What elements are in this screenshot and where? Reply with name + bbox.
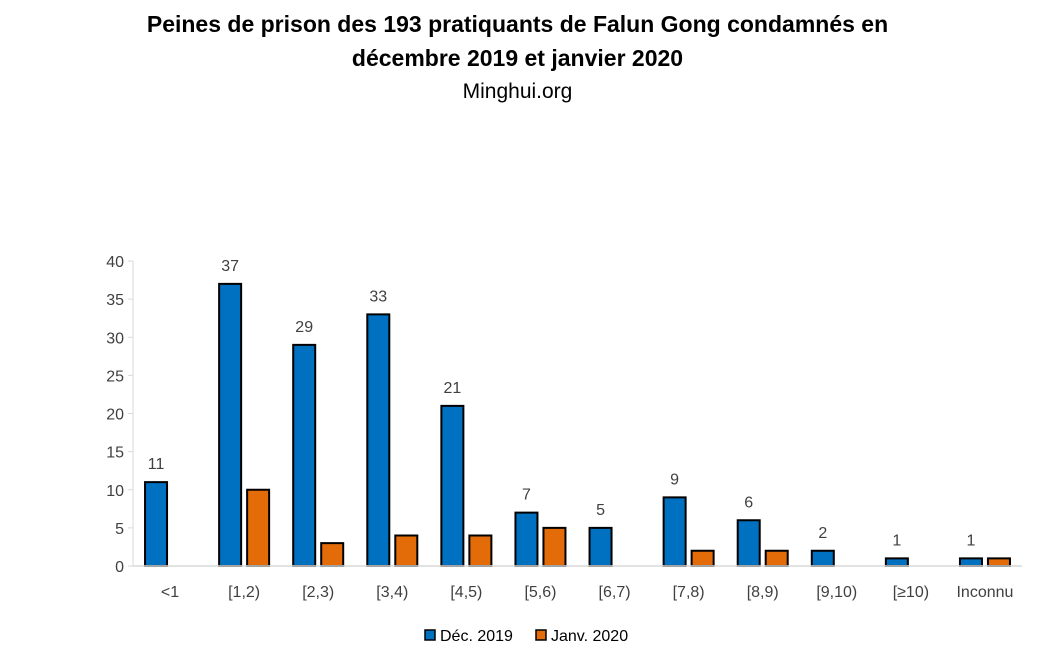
bar-dec-2019: [736, 519, 761, 567]
data-label: 33: [369, 288, 387, 305]
y-tick-label: 20: [106, 407, 124, 424]
bar-janv-2020: [542, 526, 567, 567]
x-tick-label: [2,3): [302, 584, 334, 601]
data-label: 1: [892, 532, 901, 549]
data-label: 37: [221, 258, 239, 275]
x-tick-label: [1,2): [228, 584, 260, 601]
data-label: 1: [967, 532, 976, 549]
y-tick-label: 35: [106, 292, 124, 309]
bar-janv-2020: [320, 542, 345, 567]
bar-dec-2019: [958, 557, 983, 567]
legend-swatch: [535, 629, 547, 641]
data-label: 6: [744, 494, 753, 511]
x-tick-label: [9,10): [816, 584, 857, 601]
bar-janv-2020: [986, 557, 1011, 567]
bar-dec-2019: [366, 313, 391, 567]
x-tick-label: [8,9): [747, 584, 779, 601]
bar-janv-2020: [468, 534, 493, 567]
x-tick-label: [6,7): [599, 584, 631, 601]
chart-title-line2: décembre 2019 et janvier 2020: [351, 45, 684, 71]
bar-dec-2019: [810, 549, 835, 567]
x-tick-label: <1: [161, 584, 179, 601]
y-tick-label: 0: [115, 559, 124, 576]
data-label: 5: [596, 502, 605, 519]
data-label: 11: [148, 456, 165, 473]
x-tick-label: [≥10): [893, 584, 929, 601]
bar-dec-2019: [440, 404, 465, 567]
x-tick-label: [5,6): [524, 584, 556, 601]
data-label: 7: [522, 487, 531, 504]
data-label: 2: [818, 525, 827, 542]
x-tick-label: Inconnu: [956, 584, 1013, 601]
legend-label: Déc. 2019: [440, 628, 513, 645]
bar-dec-2019: [662, 496, 687, 567]
legend-label: Janv. 2020: [551, 628, 628, 645]
y-tick-label: 25: [106, 368, 124, 385]
data-label: 9: [670, 471, 679, 488]
y-tick-label: 10: [106, 483, 124, 500]
bar-janv-2020: [764, 549, 789, 567]
x-tick-label: [3,4): [376, 584, 408, 601]
x-tick-label: [7,8): [673, 584, 705, 601]
bar-dec-2019: [588, 526, 613, 567]
bar-dec-2019: [292, 343, 317, 567]
data-label: 21: [443, 380, 461, 397]
chart-title: Peines de prison des 193 pratiquants de …: [146, 11, 889, 37]
bar-dec-2019: [514, 511, 539, 567]
y-tick-label: 15: [106, 445, 124, 462]
bar-dec-2019: [218, 282, 243, 567]
x-tick-label: [4,5): [450, 584, 482, 601]
y-tick-label: 5: [115, 521, 124, 538]
bar-janv-2020: [394, 534, 419, 567]
bar-janv-2020: [246, 488, 271, 567]
bar-janv-2020: [690, 549, 715, 567]
y-tick-label: 40: [106, 254, 124, 271]
bar-dec-2019: [884, 557, 909, 567]
legend-swatch: [424, 629, 436, 641]
chart-subtitle: Minghui.org: [462, 80, 573, 103]
y-tick-label: 30: [106, 330, 124, 347]
bar-dec-2019: [144, 481, 169, 567]
data-label: 29: [295, 319, 313, 336]
